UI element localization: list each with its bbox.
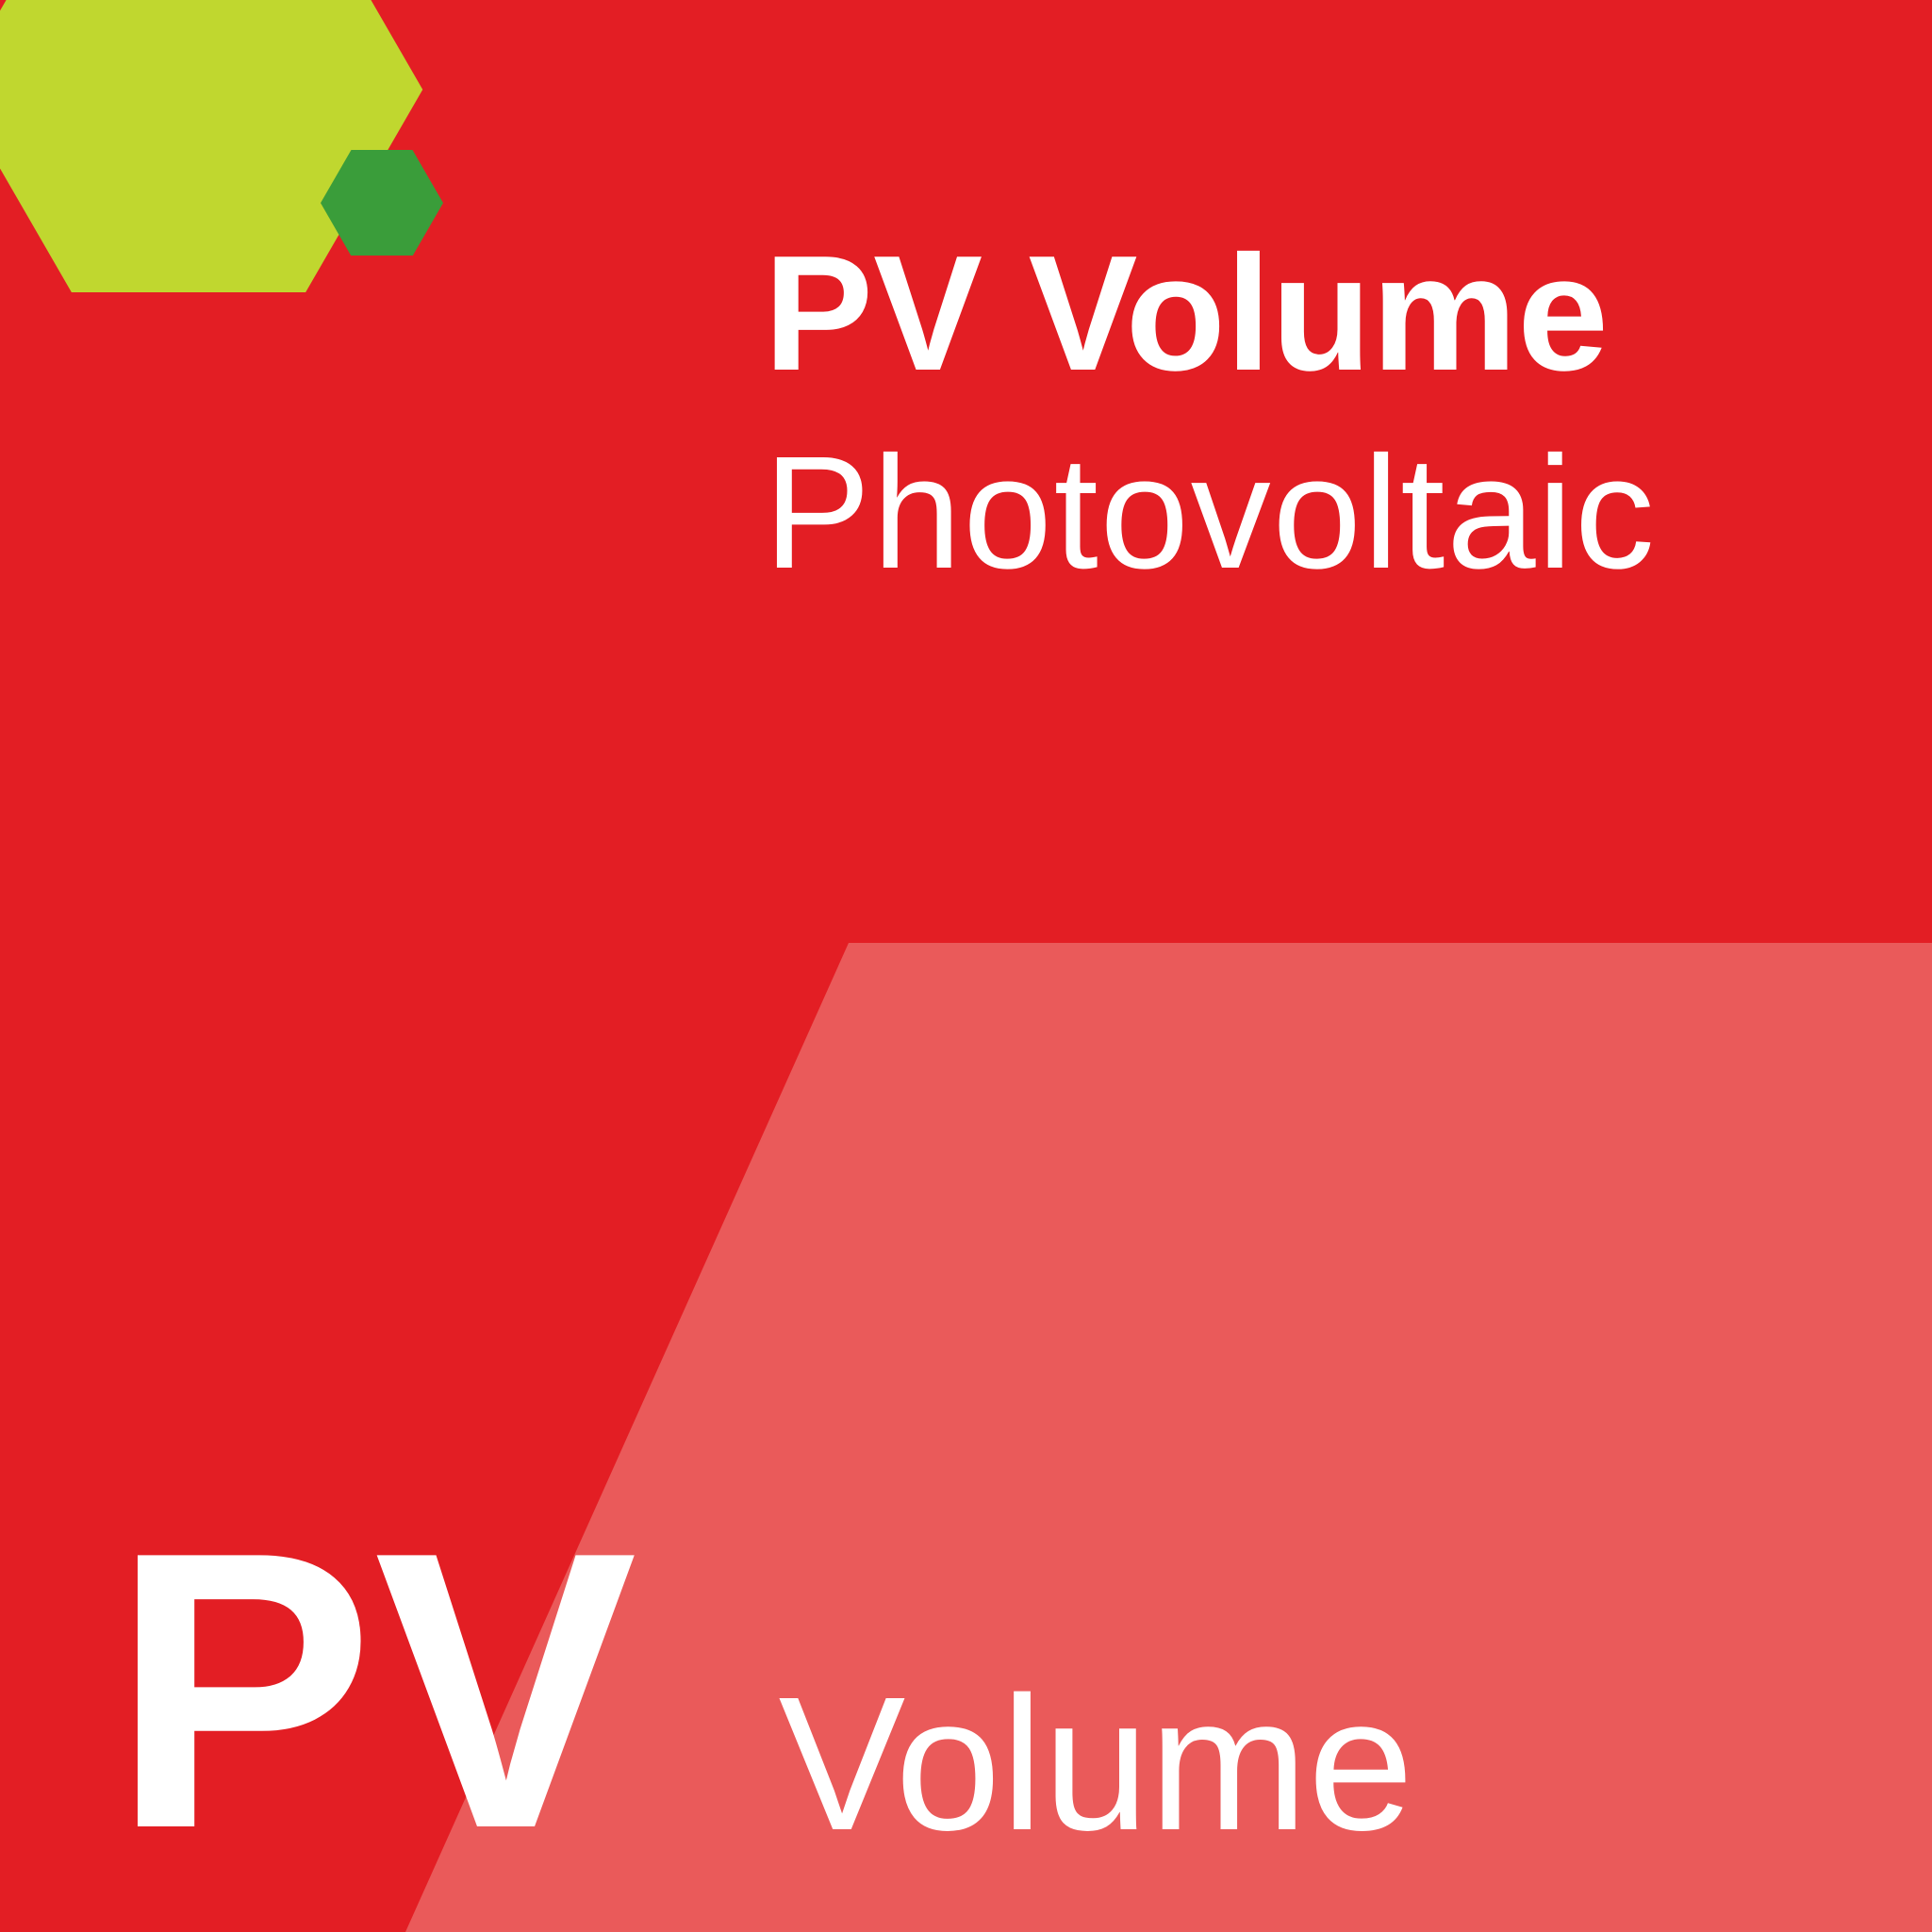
bottom-block: PV Volume [111,1503,1413,1877]
title-block: PV Volume Photovoltaic [764,231,1657,593]
dark-green-hex-shape [321,150,443,256]
title-line-2: Photovoltaic [764,433,1657,593]
bottom-volume: Volume [779,1668,1414,1858]
cover-canvas: PV Volume Photovoltaic PV Volume [0,0,1932,1932]
dark-green-hexagon [321,150,443,256]
bottom-pv: PV [111,1503,637,1877]
title-line-1: PV Volume [764,231,1657,395]
